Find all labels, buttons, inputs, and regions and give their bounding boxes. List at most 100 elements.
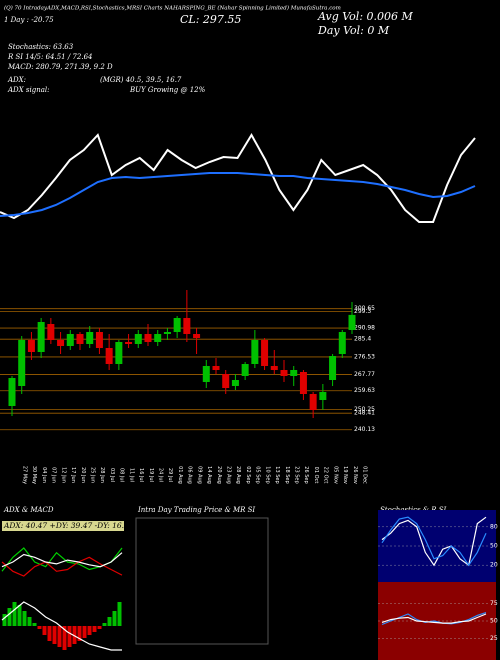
candle-body — [37, 322, 45, 352]
x-tick-label: 23 Aug — [226, 466, 232, 484]
series-line — [1, 556, 123, 577]
histogram-bar — [77, 626, 82, 641]
candle-body — [299, 372, 307, 394]
y-tick-label: 75 — [490, 600, 498, 607]
histogram-bar — [97, 626, 102, 629]
candle-body — [86, 332, 94, 344]
y-tick-label: 80 — [490, 523, 498, 530]
y-tick-label: 299.3 — [354, 308, 371, 315]
candle-body — [163, 332, 171, 334]
x-tick-label: 29 Jul — [167, 468, 173, 482]
x-tick-label: 01 Dec — [362, 466, 368, 484]
candle-body — [280, 370, 288, 376]
candle-body — [134, 334, 142, 344]
candle-body — [18, 340, 26, 386]
candle-body — [105, 348, 113, 364]
x-tick-label: 10 Sep — [264, 466, 270, 483]
stoch-value: Stochastics: 63.63 — [8, 43, 74, 51]
x-tick-label: 04 Jun — [41, 467, 47, 483]
histogram-bar — [82, 626, 87, 638]
series-line — [381, 613, 487, 624]
histogram-bar — [62, 626, 67, 650]
series-line — [1, 552, 123, 568]
x-tick-label: 26 Sep — [303, 466, 309, 483]
histogram-bar — [117, 602, 122, 626]
histogram-bar — [112, 611, 117, 626]
x-tick-label: 25 Jun — [90, 467, 96, 483]
y-tick-label: 50 — [490, 618, 498, 625]
candle-body — [144, 334, 152, 342]
x-tick-label: 20 Aug — [216, 466, 222, 484]
series-line — [0, 133, 476, 223]
y-tick-label: 259.63 — [354, 387, 375, 394]
candle-body — [348, 314, 356, 330]
x-tick-label: 06 Aug — [187, 466, 193, 484]
panel-title: Intra Day Trading Price & MR SI — [137, 506, 255, 514]
series-line — [381, 516, 487, 567]
x-tick-label: 11 Jul — [128, 468, 134, 482]
candle-body — [8, 378, 16, 406]
candle-body — [270, 366, 278, 370]
candle-body — [319, 392, 327, 400]
candle-body — [57, 340, 65, 346]
adx-value: (MGR) 40.5, 39.5, 16.7 — [100, 76, 182, 84]
x-tick-label: 01 Aug — [177, 466, 183, 484]
x-tick-label: 13 Sep — [274, 466, 280, 483]
candle-body — [173, 318, 181, 332]
series-line — [1, 601, 122, 651]
adx-label: ADX: — [7, 76, 26, 84]
candle-body — [202, 366, 210, 382]
x-tick-label: 02 Sep — [245, 466, 251, 483]
x-tick-label: 14 Aug — [206, 466, 212, 484]
candle-body — [76, 334, 84, 344]
histogram-bar — [42, 626, 47, 635]
candle-body — [241, 364, 249, 376]
histogram-bar — [87, 626, 92, 635]
close-price: CL: 297.55 — [180, 13, 241, 26]
series-line — [381, 612, 487, 626]
adx-box-text: ADX: 40.47 +DY: 39.47 -DY: 16.73 — [3, 521, 134, 530]
x-tick-label: 22 Oct — [323, 467, 329, 484]
header-line: (Q) 70 IntradayADX,MACD,RSI,Stochastics,… — [4, 5, 341, 12]
y-tick-label: 285.4 — [354, 336, 371, 343]
candle-body — [154, 334, 162, 342]
intraday-panel — [135, 517, 269, 645]
y-tick-label: 300.65 — [354, 305, 375, 312]
candle-body — [212, 366, 220, 370]
histogram-bar — [12, 602, 17, 626]
x-tick-label: 24 Jul — [158, 468, 164, 482]
x-tick-label: 20 Jun — [80, 467, 86, 483]
x-tick-label: 28 Aug — [235, 466, 241, 484]
day-change: 1 Day : -20.75 — [4, 16, 54, 24]
x-tick-label: 28 Jun — [99, 467, 105, 483]
histogram-bar — [52, 626, 57, 644]
histogram-bar — [72, 626, 77, 644]
histogram-bar — [67, 626, 72, 647]
candle-body — [193, 334, 201, 338]
y-tick-label: 20 — [490, 562, 498, 569]
x-tick-label: 18 Sep — [284, 466, 290, 483]
adx-signal-label: ADX signal: — [7, 86, 49, 94]
x-tick-label: 19 Nov — [342, 466, 348, 484]
histogram-bar — [92, 626, 97, 632]
histogram-bar — [47, 626, 52, 641]
candle-body — [47, 324, 55, 340]
day-vol: Day Vol: 0 M — [317, 24, 390, 37]
candle-body — [290, 370, 298, 376]
rsi-value: R SI 14/5: 64.51 / 72.64 — [7, 53, 92, 61]
x-tick-label: 19 Jul — [148, 468, 154, 482]
y-tick-label: 290.98 — [354, 325, 375, 332]
candle-body — [261, 340, 269, 366]
x-tick-label: 16 Jul — [138, 468, 144, 482]
histogram-bar — [102, 623, 107, 626]
candle-body — [95, 332, 103, 348]
histogram-bar — [7, 608, 12, 626]
candle-body — [115, 342, 123, 364]
adx-box — [2, 521, 124, 531]
x-tick-label: 12 Jun — [60, 467, 66, 483]
y-tick-label: 250.25 — [354, 406, 375, 413]
histogram-bar — [107, 617, 112, 626]
histogram-bar — [17, 605, 22, 626]
